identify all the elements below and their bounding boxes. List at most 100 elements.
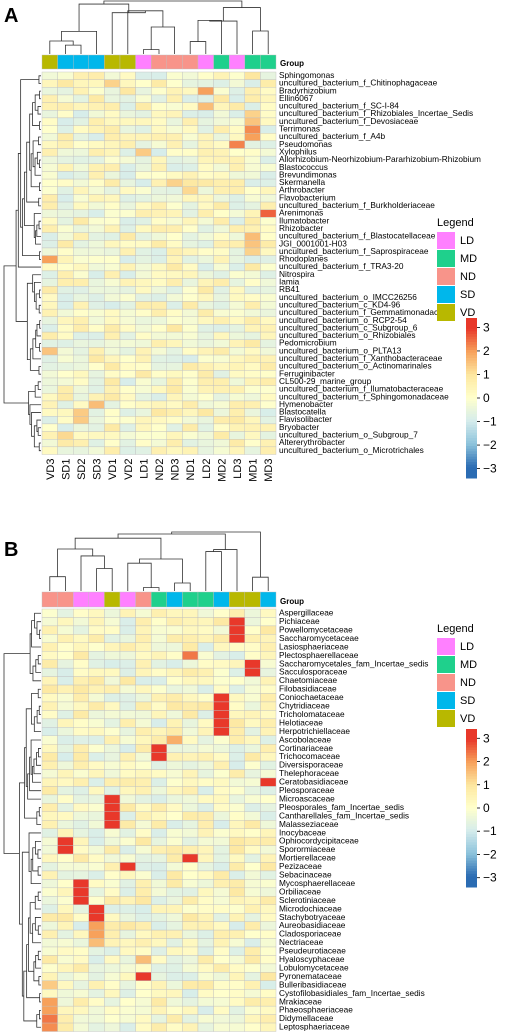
heatmap-cell	[119, 155, 136, 164]
heatmap-cell	[244, 155, 261, 164]
heatmap-cell	[150, 963, 167, 973]
heatmap-cell	[88, 1005, 105, 1015]
heatmap-cell	[41, 423, 58, 432]
heatmap-cell	[135, 110, 152, 119]
heatmap-cell	[104, 980, 121, 990]
row-dendrogram-branch	[38, 442, 41, 452]
heatmap-cell	[119, 803, 136, 812]
heatmap-cell	[150, 255, 167, 264]
row-label: uncultured_bacterium_f_Blastocatellaceae	[279, 231, 436, 241]
heatmap-cell	[244, 929, 261, 939]
group-annotation-label: Group	[280, 597, 304, 606]
heatmap-cell	[244, 362, 261, 371]
group-annotation-cell	[244, 591, 261, 608]
heatmap-cell	[104, 308, 121, 317]
heatmap-cell	[88, 836, 105, 846]
heatmap-cell	[150, 913, 167, 922]
heatmap-cell	[182, 416, 199, 425]
heatmap-cell	[166, 201, 183, 210]
heatmap-cell	[57, 117, 74, 126]
heatmap-cell	[104, 870, 121, 880]
heatmap-cell	[57, 186, 74, 195]
legend-swatch	[437, 304, 455, 321]
colorbar-segment	[466, 805, 477, 809]
heatmap-cell	[244, 140, 261, 149]
heatmap-cell	[244, 980, 261, 990]
row-label: Ophiocordycipitaceae	[279, 836, 359, 846]
heatmap-cell	[244, 163, 261, 172]
group-annotation-cell	[228, 54, 245, 70]
heatmap-cell	[72, 997, 89, 1007]
heatmap-cell	[88, 293, 105, 302]
heatmap-cell	[41, 416, 58, 425]
heatmap-cell	[57, 718, 74, 728]
row-label: Inocybaceae	[279, 827, 326, 837]
colorbar-segment	[466, 779, 477, 783]
heatmap-cell	[150, 845, 167, 855]
heatmap-cell	[72, 980, 89, 990]
heatmap-cell	[166, 324, 183, 333]
heatmap-cell	[104, 997, 121, 1007]
row-dendrogram-branch	[38, 197, 41, 207]
colorbar-segment	[466, 852, 477, 856]
heatmap-cell	[119, 836, 136, 846]
heatmap-cell	[228, 1014, 245, 1024]
heatmap-cell	[57, 608, 74, 618]
row-dendrogram-branch	[34, 895, 41, 910]
heatmap-cell	[166, 232, 183, 241]
heatmap-cell	[135, 224, 152, 233]
heatmap-cell	[104, 921, 121, 931]
heatmap-cell	[197, 431, 214, 440]
heatmap-cell	[88, 446, 105, 455]
heatmap-cell	[72, 117, 89, 126]
heatmap-cell	[119, 94, 136, 103]
heatmap-cell	[119, 171, 136, 180]
heatmap-cell	[135, 963, 152, 973]
heatmap-cell	[72, 710, 89, 720]
heatmap-cell	[244, 301, 261, 310]
heatmap-cell	[213, 820, 230, 829]
column-dendrogram-branch	[103, 0, 243, 8]
heatmap-cell	[197, 331, 214, 340]
heatmap-cell	[88, 71, 105, 80]
heatmap-cell	[260, 659, 277, 669]
row-label: Chaetomiaceae	[279, 675, 338, 685]
heatmap-cell	[197, 760, 214, 770]
row-label: Phaeosphaeriaceae	[279, 1005, 353, 1015]
row-dendrogram-branch	[38, 220, 41, 230]
heatmap-cell	[41, 316, 58, 325]
heatmap-cell	[72, 79, 89, 88]
heatmap-cell	[135, 693, 152, 703]
legend-label: ND	[460, 271, 476, 283]
heatmap-cell	[72, 194, 89, 203]
colorbar-tick-label: 1	[483, 778, 490, 792]
heatmap-cell	[57, 634, 74, 643]
heatmap-cell	[213, 760, 230, 770]
heatmap-cell	[260, 684, 277, 694]
heatmap-cell	[166, 794, 183, 804]
heatmap-cell	[166, 286, 183, 295]
heatmap-cell	[197, 209, 214, 218]
heatmap-cell	[57, 972, 74, 981]
heatmap-cell	[182, 217, 199, 226]
heatmap-cell	[119, 820, 136, 829]
heatmap-cell	[182, 794, 199, 804]
heatmap-cell	[135, 786, 152, 796]
heatmap-cell	[57, 955, 74, 965]
heatmap-cell	[135, 87, 152, 96]
heatmap-cell	[182, 752, 199, 762]
heatmap-cell	[213, 270, 230, 279]
heatmap-cell	[228, 803, 245, 812]
heatmap-cell	[72, 929, 89, 939]
heatmap-cell	[197, 769, 214, 779]
heatmap-cell	[197, 946, 214, 956]
heatmap-cell	[213, 946, 230, 956]
heatmap-cell	[72, 659, 89, 669]
heatmap-cell	[182, 293, 199, 302]
heatmap-cell	[260, 423, 277, 432]
heatmap-cell	[104, 896, 121, 905]
heatmap-cell	[57, 439, 74, 448]
colorbar-tick-label: 2	[483, 755, 490, 769]
heatmap-cell	[88, 102, 105, 111]
heatmap-cell	[150, 710, 167, 720]
